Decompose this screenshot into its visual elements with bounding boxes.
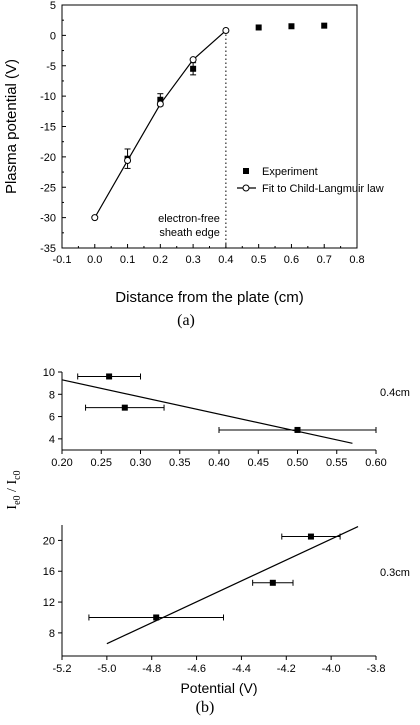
x-tick-label-a: 0.5	[251, 254, 266, 266]
y-tick-label-a: -35	[40, 243, 56, 255]
x-tick-label-a: 0.0	[87, 254, 102, 266]
y-tick-label-a: -10	[40, 91, 56, 103]
x-tick-label-b: -4.4	[232, 663, 251, 675]
fit-point	[222, 27, 230, 35]
ylabel-b-e0: e0	[12, 495, 23, 504]
legend-marker-experiment	[243, 168, 249, 174]
experiment-point	[157, 96, 164, 103]
subplot-label: 0.4cm	[380, 387, 410, 399]
y-tick-label-b: 4	[49, 434, 55, 446]
fit-point	[124, 157, 132, 165]
ylabel-b-i: I	[5, 505, 20, 510]
x-tick-label-a: 0.2	[153, 254, 168, 266]
y-tick-label-b: 16	[43, 566, 55, 578]
experiment-point	[190, 65, 197, 72]
y-tick-label-b: 8	[49, 389, 55, 401]
data-point-b	[307, 533, 314, 540]
data-point-b	[294, 426, 301, 433]
annotation-line: sheath edge	[159, 227, 220, 239]
x-tick-label-b: 0.30	[130, 457, 151, 469]
y-tick-label-a: 5	[50, 0, 56, 12]
x-tick-label-a: -0.1	[53, 254, 72, 266]
x-axis-label-b: Potential (V)	[180, 680, 257, 696]
x-tick-label-b: 0.40	[208, 457, 229, 469]
data-point-b	[269, 579, 276, 586]
ylabel-b: Ie0 / Ic0	[5, 470, 23, 509]
x-axis-label-a: Distance from the plate (cm)	[115, 289, 303, 306]
x-tick-label-a: 0.1	[120, 254, 135, 266]
caption-a: (a)	[177, 312, 195, 329]
x-tick-label-a: 0.8	[349, 254, 364, 266]
y-tick-label-a: -15	[40, 122, 56, 134]
y-tick-label-a: -30	[40, 213, 56, 225]
fit-point	[156, 100, 164, 108]
x-tick-label-a: 0.6	[284, 254, 299, 266]
x-tick-label-b: -4.2	[277, 663, 296, 675]
fit-line-b	[106, 525, 359, 645]
data-point-b	[121, 404, 128, 411]
x-tick-label-b: 0.60	[365, 457, 386, 469]
x-tick-label-b: -4.6	[187, 663, 206, 675]
data-point-b	[106, 373, 113, 380]
fit-point	[91, 214, 99, 222]
y-tick-label-b: 6	[49, 412, 55, 424]
ylabel-b-c0: c0	[12, 470, 23, 479]
y-tick-label-b: 20	[43, 535, 55, 547]
fit-point	[189, 56, 197, 64]
y-tick-label-a: -20	[40, 152, 56, 164]
x-tick-label-a: 0.4	[218, 254, 233, 266]
plot-frame-a	[61, 4, 358, 249]
legend-label-fit: Fit to Child-Langmuir law	[262, 183, 384, 195]
caption-b: (b)	[196, 699, 215, 716]
annotation-line: electron-free	[158, 213, 220, 225]
x-tick-label-b: -3.8	[367, 663, 386, 675]
y-axis-label-a: Plasma potential (V)	[3, 59, 20, 194]
x-tick-label-b: 0.50	[287, 457, 308, 469]
x-tick-label-b: -5.2	[53, 663, 72, 675]
experiment-point	[321, 22, 328, 29]
x-tick-label-b: -4.8	[142, 663, 161, 675]
ylabel-b-slash: / I	[5, 480, 20, 496]
y-tick-label-a: 0	[50, 30, 56, 42]
experiment-point	[255, 24, 262, 31]
experiment-point	[288, 23, 295, 30]
x-tick-label-b: -4.0	[322, 663, 341, 675]
x-tick-label-b: 0.55	[326, 457, 347, 469]
x-tick-label-b: -5.0	[97, 663, 116, 675]
fit-line-a	[94, 30, 227, 218]
y-tick-label-b: 10	[43, 367, 55, 379]
x-tick-label-b: 0.35	[169, 457, 190, 469]
x-tick-label-b: 0.25	[91, 457, 112, 469]
fit-line-b	[61, 379, 353, 444]
subplot-label: 0.3cm	[380, 567, 410, 579]
panel-a: (a) -0.1 0.0 0.1 0.2 0.3 0.4 0.5 0.6 0.7 0.8 5 0 -5 -…	[3, 0, 384, 329]
x-tick-label-a: 0.7	[317, 254, 332, 266]
y-tick-label-a: -25	[40, 182, 56, 194]
panel-b: Ie0 / Ic0 (b) 0.20 0.25 0.30 0.35 0.40 0.45 0.…	[5, 367, 410, 716]
y-tick-label-b: 12	[43, 597, 55, 609]
data-point-b	[153, 614, 160, 621]
x-tick-label-b: 0.45	[248, 457, 269, 469]
x-tick-label-a: 0.3	[185, 254, 200, 266]
y-tick-label-b: 8	[49, 628, 55, 640]
legend-marker-fit	[242, 184, 250, 192]
x-tick-label-b: 0.20	[51, 457, 72, 469]
legend-label-experiment: Experiment	[262, 166, 318, 178]
y-tick-label-a: -5	[46, 61, 56, 73]
